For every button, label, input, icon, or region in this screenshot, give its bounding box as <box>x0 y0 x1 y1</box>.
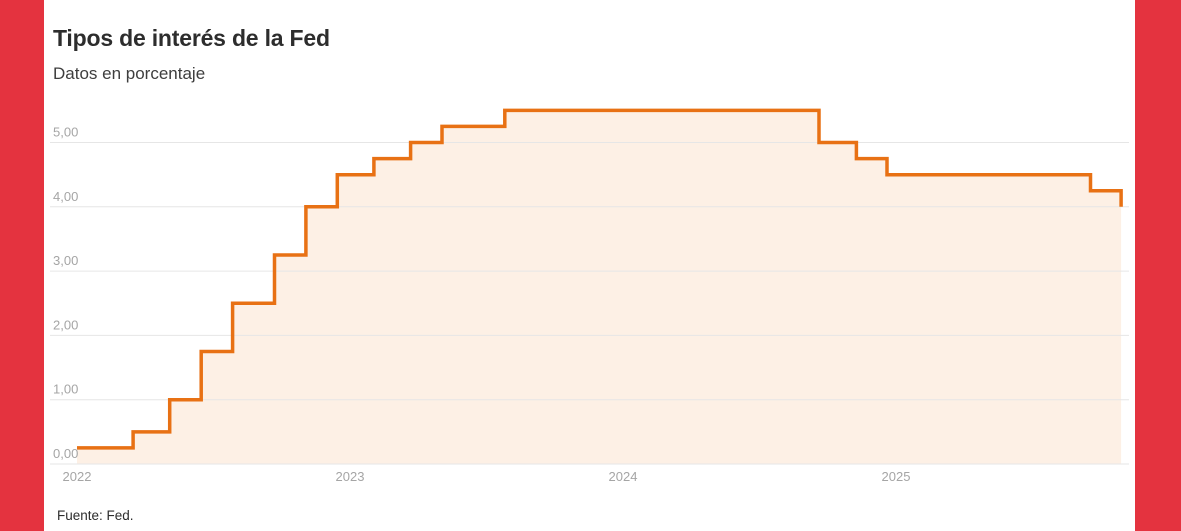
x-tick-label: 2024 <box>609 469 638 484</box>
y-tick-label: 5,00 <box>53 125 78 140</box>
rate-area-fill <box>77 110 1122 465</box>
right-accent-bar <box>1135 0 1181 531</box>
x-tick-label: 2023 <box>336 469 365 484</box>
x-tick-label: 2022 <box>63 469 92 484</box>
y-tick-label: 0,00 <box>53 446 78 461</box>
y-tick-label: 2,00 <box>53 317 78 332</box>
y-tick-label: 3,00 <box>53 253 78 268</box>
y-tick-label: 4,00 <box>53 189 78 204</box>
chart-title: Tipos de interés de la Fed <box>53 25 330 52</box>
source-note: Fuente: Fed. <box>57 508 134 523</box>
y-tick-label: 1,00 <box>53 382 78 397</box>
left-accent-bar <box>0 0 44 531</box>
rate-step-line <box>77 108 1123 450</box>
x-tick-label: 2025 <box>882 469 911 484</box>
chart-subtitle: Datos en porcentaje <box>53 64 206 83</box>
